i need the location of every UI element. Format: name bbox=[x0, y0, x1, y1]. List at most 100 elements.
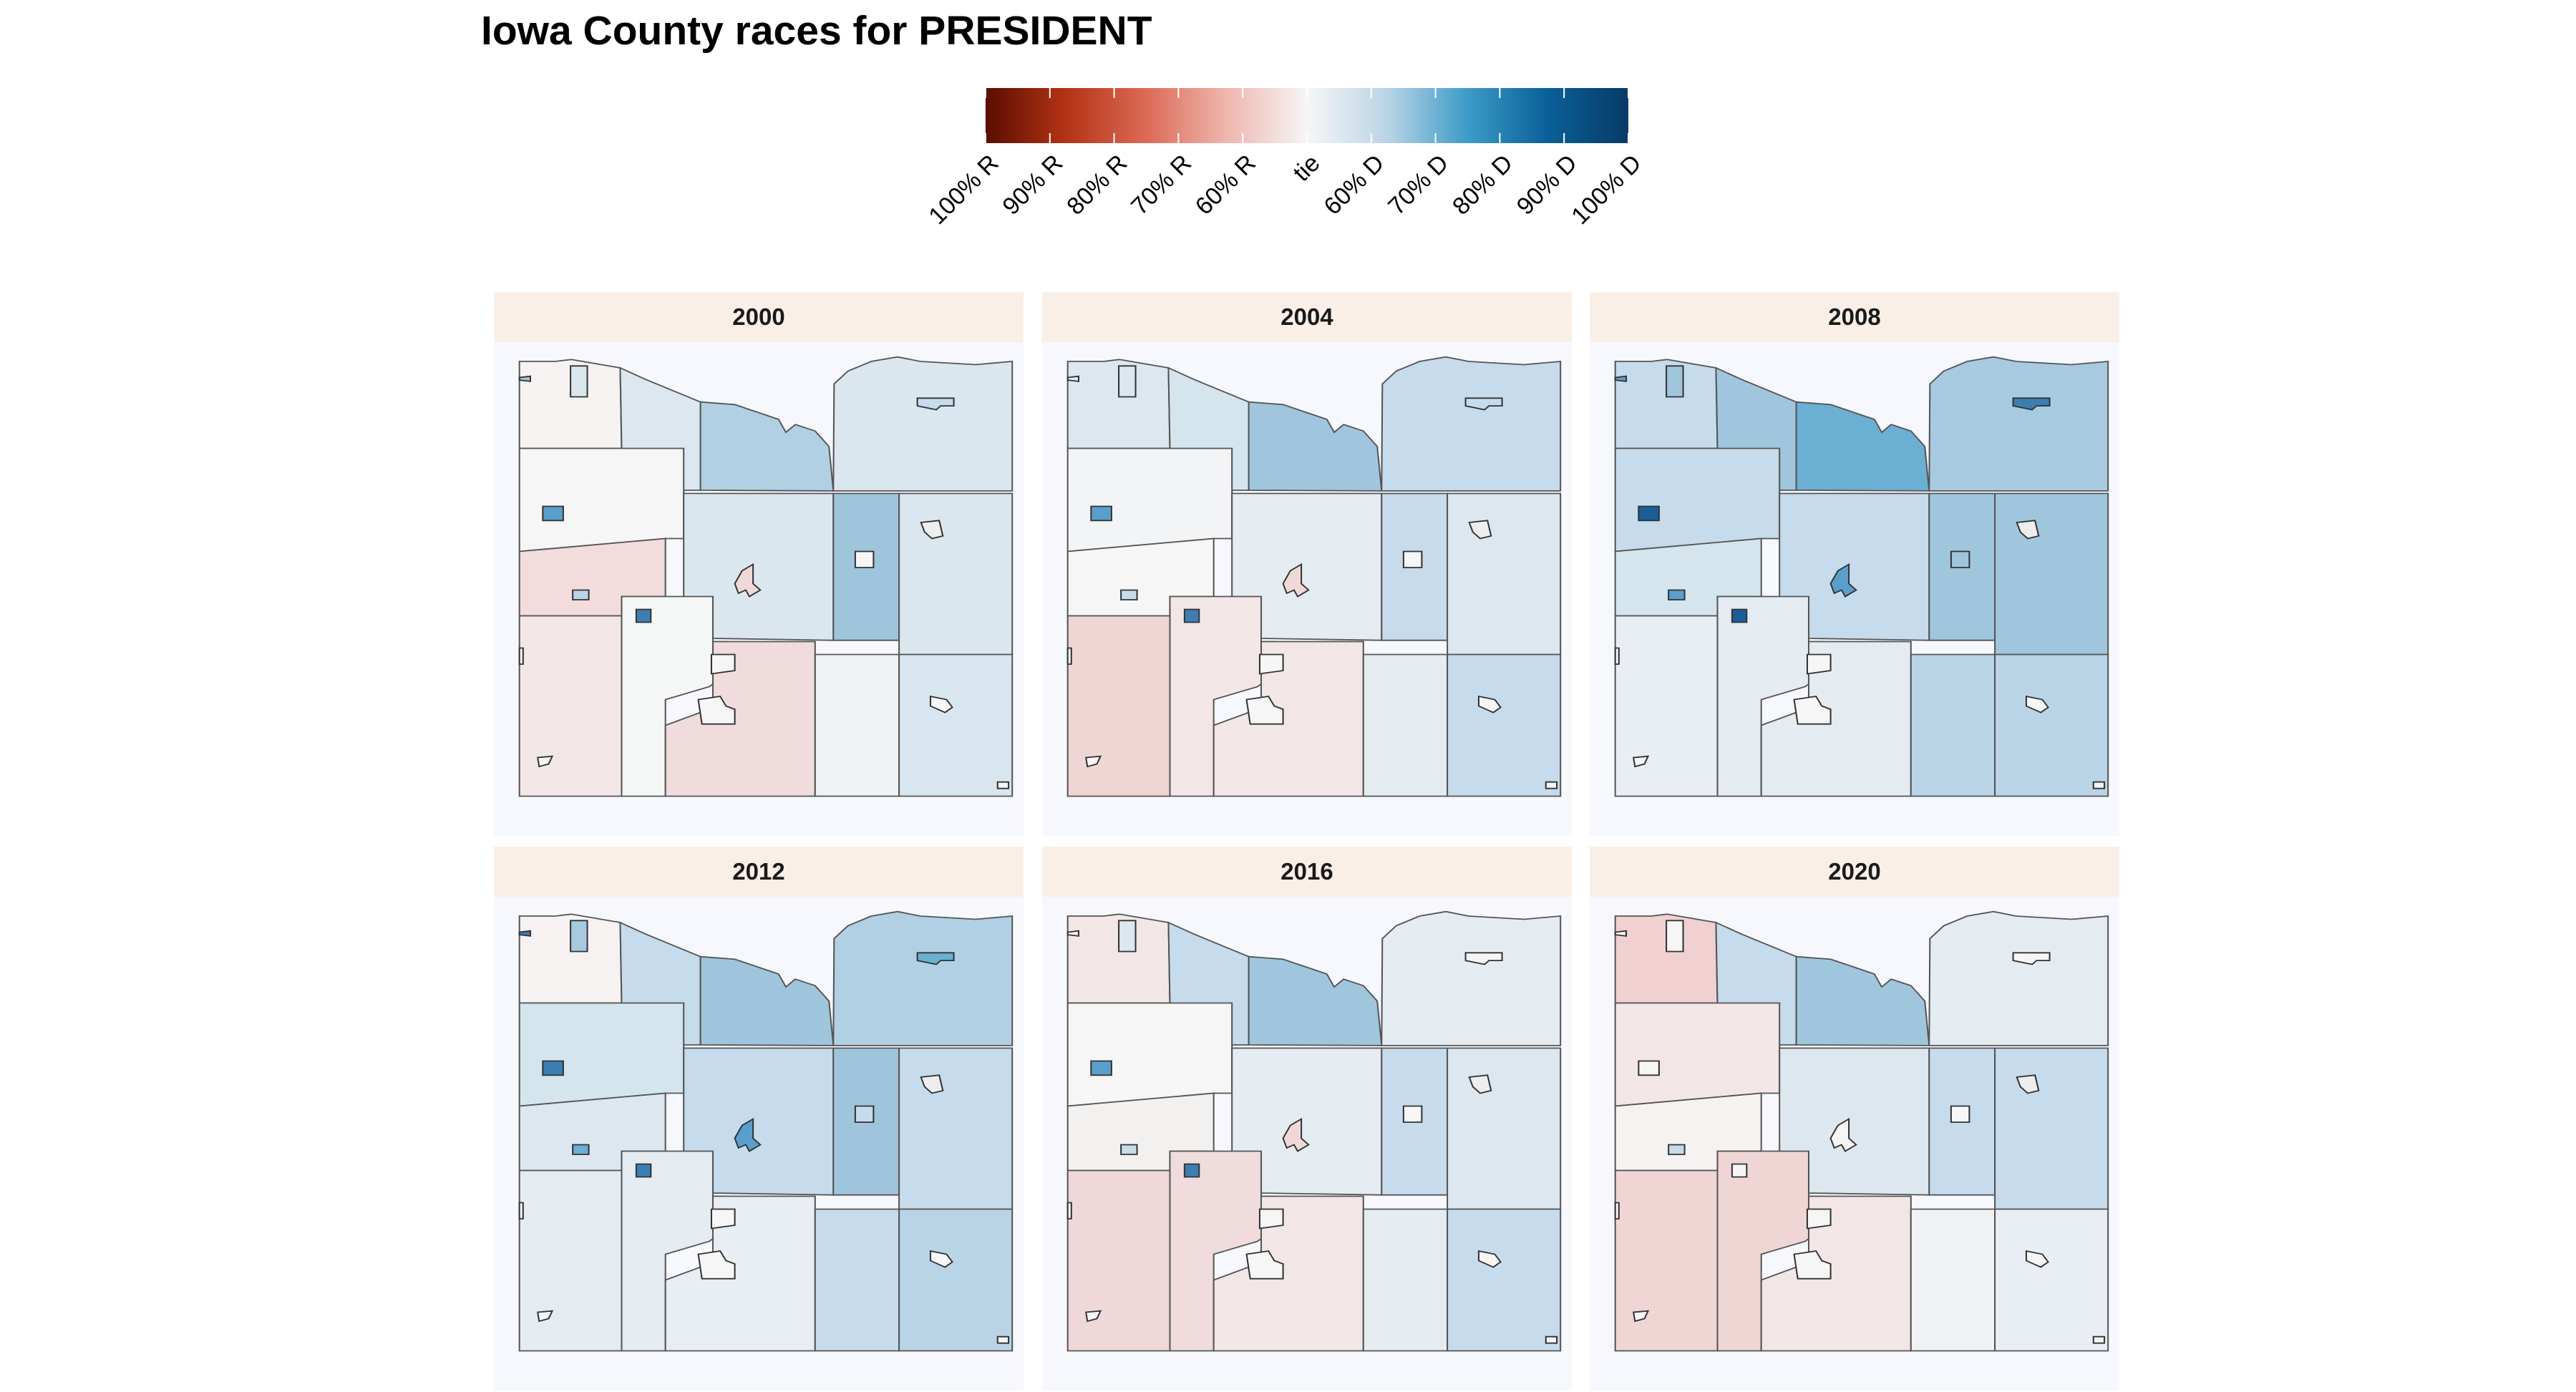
town-precinct bbox=[929, 695, 953, 714]
town-precinct bbox=[1731, 608, 1748, 623]
town-precinct bbox=[1183, 608, 1200, 623]
precinct-region bbox=[832, 910, 1014, 1046]
town-precinct bbox=[518, 1202, 524, 1220]
panel-header: 2004 bbox=[1042, 292, 1572, 342]
town-precinct bbox=[1793, 696, 1832, 725]
map-panel bbox=[1590, 897, 2119, 1391]
precinct-region bbox=[1795, 955, 1930, 1046]
town-precinct bbox=[1090, 505, 1112, 522]
town-precinct bbox=[1085, 755, 1102, 768]
town-precinct bbox=[854, 550, 875, 568]
town-precinct bbox=[734, 563, 762, 598]
map-panel bbox=[494, 897, 1024, 1391]
precinct-region bbox=[1447, 1047, 1562, 1210]
precinct-region bbox=[1994, 492, 2109, 656]
legend-tick-label: 80% R bbox=[1061, 150, 1132, 220]
town-precinct bbox=[1614, 375, 1628, 382]
town-precinct bbox=[1468, 520, 1492, 540]
legend-tick-label: 80% D bbox=[1447, 150, 1518, 220]
county-map bbox=[1066, 356, 1562, 797]
precinct-region bbox=[1066, 1002, 1233, 1107]
town-precinct bbox=[1477, 695, 1502, 714]
precinct-region bbox=[1994, 653, 2109, 797]
town-precinct bbox=[570, 920, 588, 953]
town-precinct bbox=[1090, 1060, 1112, 1076]
county-map bbox=[518, 356, 1014, 797]
precinct-region bbox=[699, 955, 835, 1046]
town-precinct bbox=[1477, 1250, 1502, 1268]
town-precinct bbox=[1668, 1144, 1686, 1155]
town-precinct bbox=[2092, 781, 2106, 789]
town-precinct bbox=[635, 1163, 652, 1178]
town-precinct bbox=[1402, 1105, 1423, 1123]
county-map bbox=[1066, 910, 1562, 1352]
precinct-region bbox=[832, 356, 1014, 492]
town-precinct bbox=[1950, 1105, 1970, 1123]
town-precinct bbox=[1829, 563, 1857, 598]
town-precinct bbox=[1066, 375, 1080, 382]
precinct-region bbox=[1614, 1002, 1781, 1107]
precinct-region bbox=[1066, 615, 1171, 797]
town-precinct bbox=[710, 653, 736, 675]
precinct-region bbox=[518, 1169, 623, 1352]
precinct-region bbox=[1066, 447, 1233, 553]
town-precinct bbox=[1282, 1117, 1310, 1152]
town-precinct bbox=[1066, 930, 1080, 937]
panel-header: 2020 bbox=[1590, 847, 2119, 897]
town-precinct bbox=[1806, 653, 1832, 675]
town-precinct bbox=[1806, 1208, 1832, 1230]
precinct-region bbox=[1910, 653, 1996, 797]
panel-header: 2008 bbox=[1590, 292, 2119, 342]
town-precinct bbox=[2092, 1335, 2106, 1344]
town-precinct bbox=[1638, 505, 1660, 522]
town-precinct bbox=[537, 1310, 554, 1323]
town-precinct bbox=[1085, 1310, 1102, 1323]
town-precinct bbox=[542, 1060, 564, 1076]
town-precinct bbox=[2012, 397, 2051, 411]
precinct-region bbox=[1795, 401, 1930, 492]
town-precinct bbox=[518, 930, 532, 937]
town-precinct bbox=[2012, 952, 2051, 965]
legend-tick-label: 100% R bbox=[923, 150, 1003, 230]
town-precinct bbox=[1402, 550, 1423, 568]
town-precinct bbox=[854, 1105, 875, 1123]
map-panel bbox=[1042, 342, 1572, 836]
town-precinct bbox=[710, 1208, 736, 1230]
precinct-region bbox=[1928, 910, 2109, 1046]
precinct-region bbox=[1362, 1208, 1449, 1352]
town-precinct bbox=[2016, 520, 2040, 540]
panel-header: 2000 bbox=[494, 292, 1024, 342]
town-precinct bbox=[1118, 365, 1137, 398]
precinct-region bbox=[1362, 653, 1449, 797]
precinct-region bbox=[1614, 1169, 1719, 1352]
precinct-region bbox=[898, 1047, 1014, 1210]
precinct-region bbox=[1614, 447, 1781, 553]
precinct-region bbox=[518, 447, 685, 553]
town-precinct bbox=[572, 1144, 590, 1155]
town-precinct bbox=[1245, 696, 1284, 725]
precinct-region bbox=[898, 1208, 1014, 1352]
town-precinct bbox=[1464, 952, 1503, 965]
legend-tick-label: 100% D bbox=[1566, 150, 1646, 230]
town-precinct bbox=[1633, 1310, 1650, 1323]
precinct-region bbox=[1614, 615, 1719, 797]
precinct-region bbox=[699, 401, 835, 492]
map-panel bbox=[494, 342, 1024, 836]
town-precinct bbox=[996, 1335, 1010, 1344]
precinct-region bbox=[1994, 1208, 2109, 1352]
town-precinct bbox=[697, 1250, 736, 1280]
town-precinct bbox=[1666, 365, 1684, 398]
legend-ticks bbox=[985, 88, 1629, 143]
town-precinct bbox=[1118, 920, 1137, 953]
map-panel bbox=[1590, 342, 2119, 836]
town-precinct bbox=[1282, 563, 1310, 598]
county-map bbox=[1614, 910, 2109, 1352]
town-precinct bbox=[2016, 1074, 2040, 1094]
town-precinct bbox=[1545, 781, 1558, 789]
map-panel bbox=[1042, 897, 1572, 1391]
town-precinct bbox=[929, 1250, 953, 1268]
town-precinct bbox=[1258, 1208, 1284, 1230]
town-precinct bbox=[570, 365, 588, 398]
